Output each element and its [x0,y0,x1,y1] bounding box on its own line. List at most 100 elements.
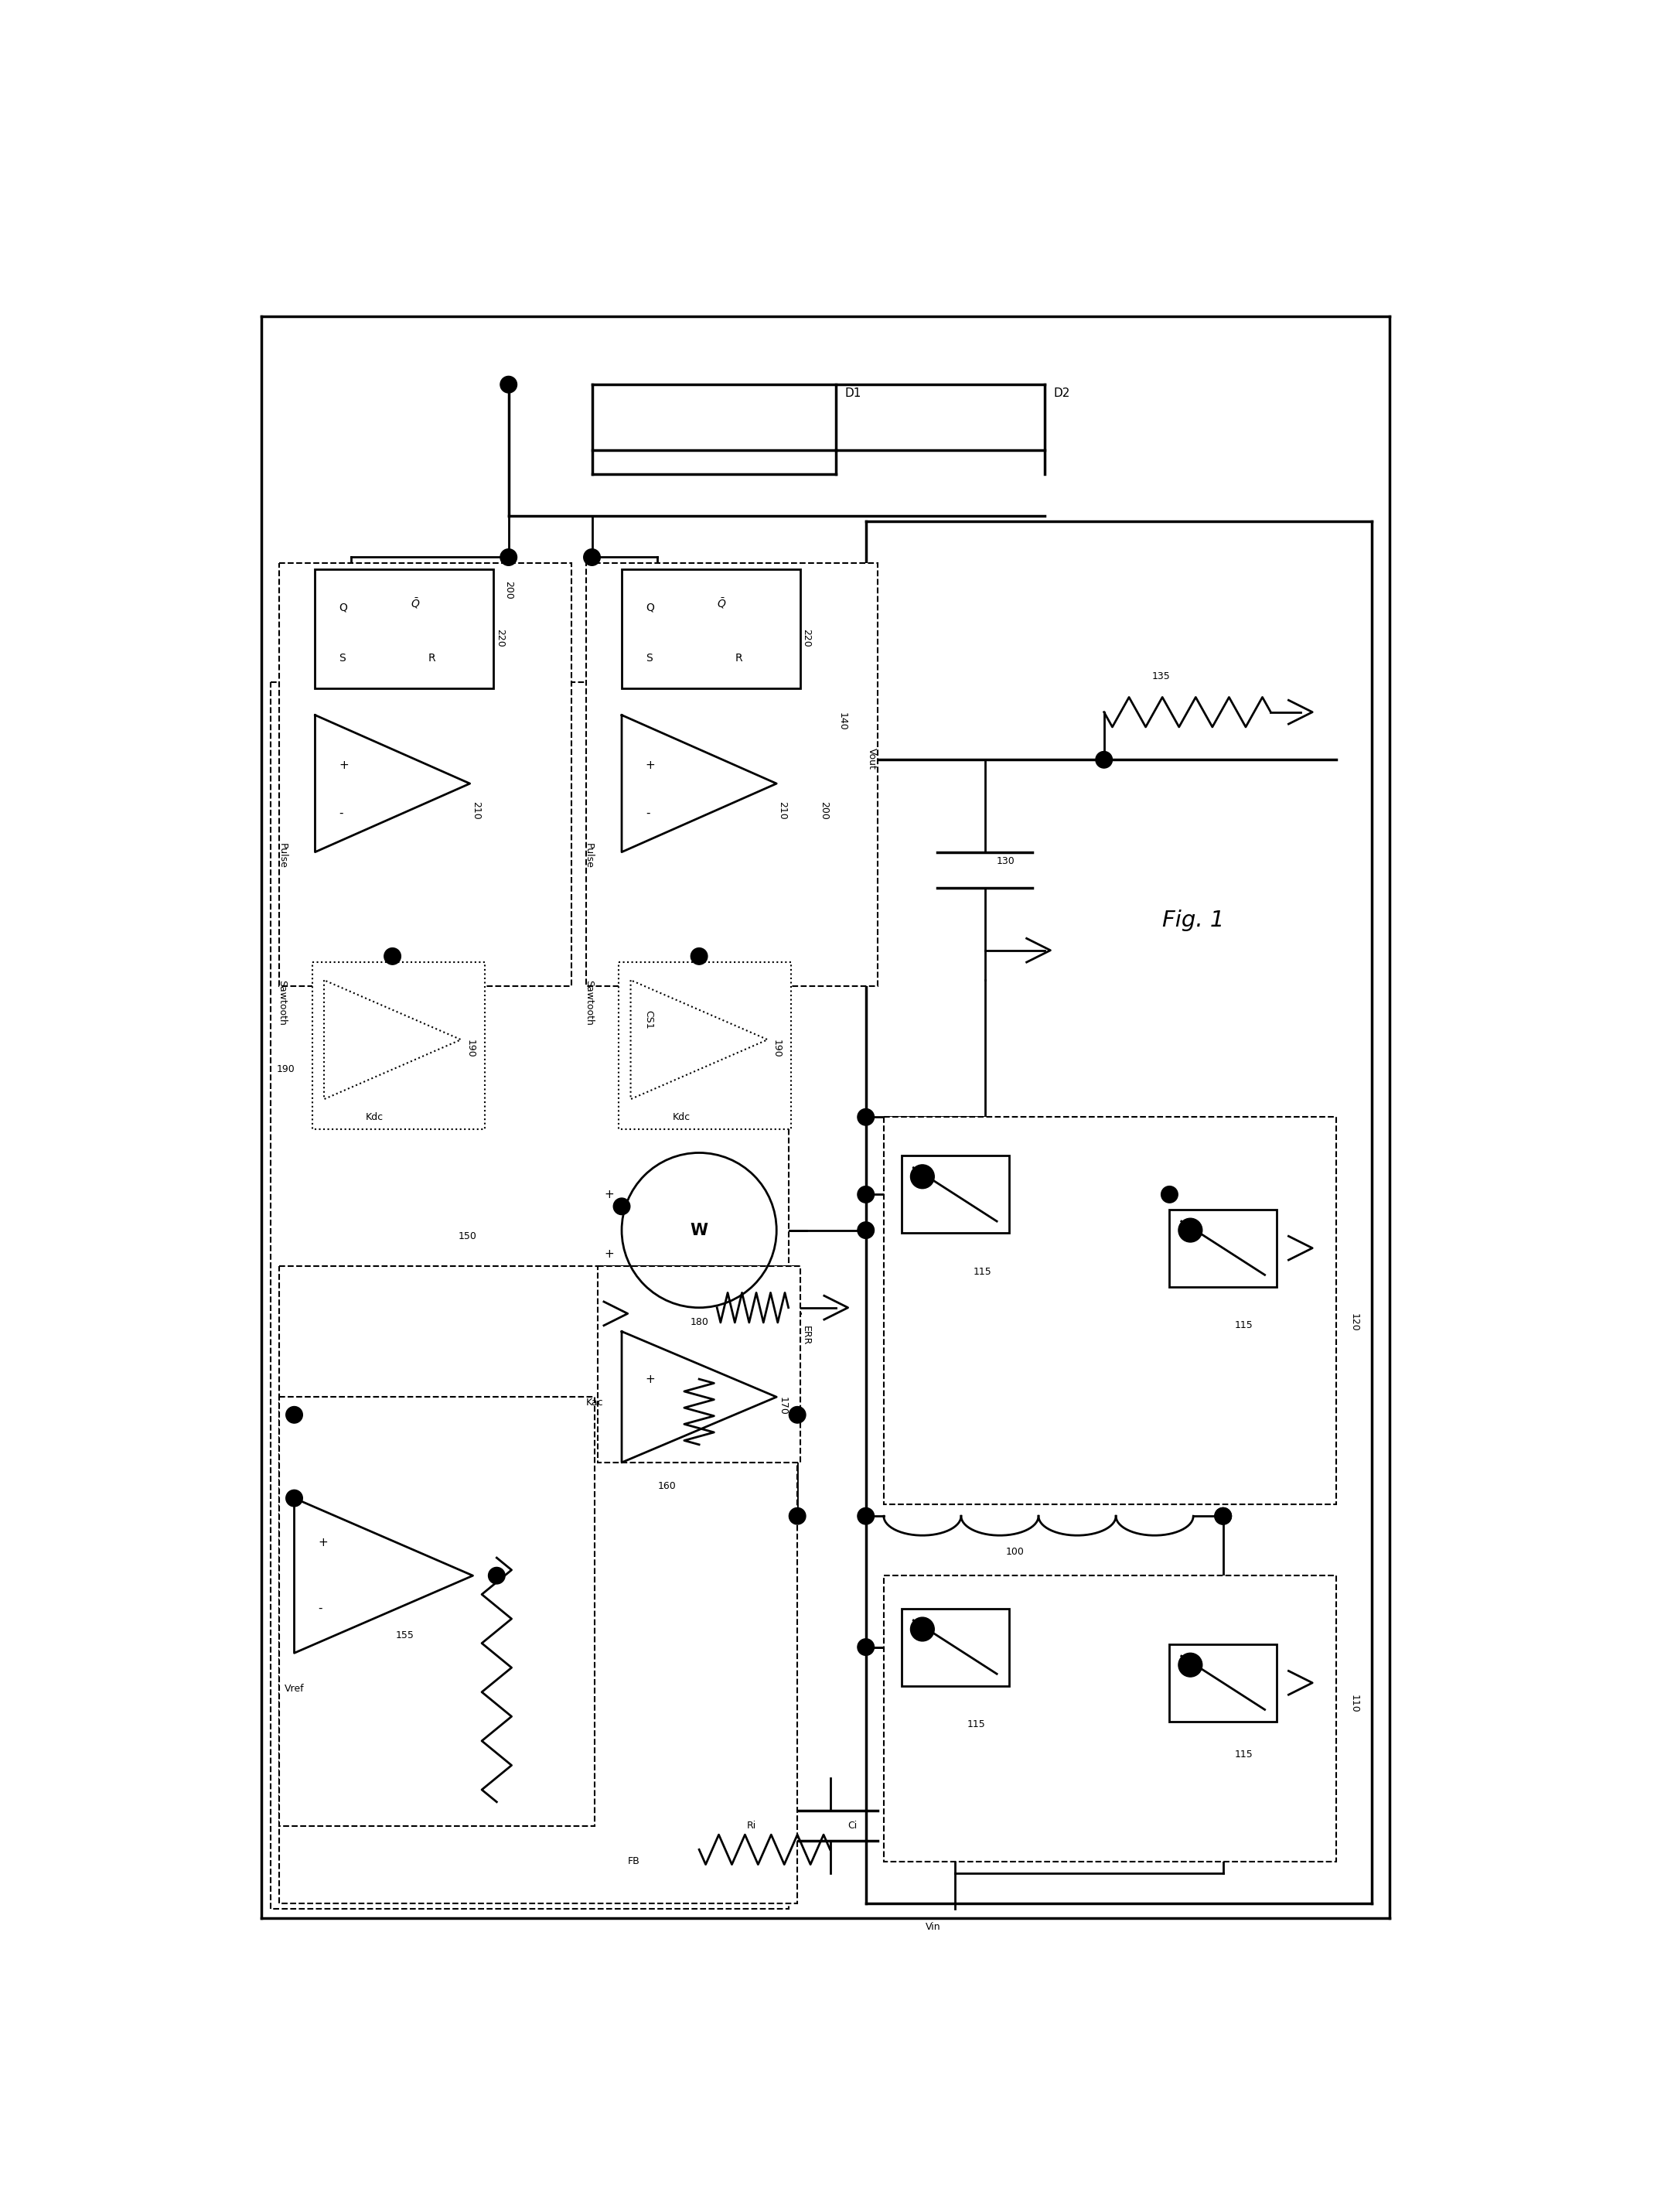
Bar [280,1398,595,1825]
Text: R: R [428,653,435,664]
Text: +: + [318,1537,327,1548]
Text: FB: FB [627,1856,640,1867]
Circle shape [1214,1509,1232,1524]
Circle shape [614,1199,630,1214]
Bar [901,1608,1009,1686]
Text: Kdc: Kdc [672,1113,690,1121]
Circle shape [691,949,708,964]
Text: -: - [318,1601,323,1615]
Circle shape [857,1186,875,1203]
Bar [314,568,493,688]
Text: Sawtooth: Sawtooth [584,980,594,1026]
Bar [1169,1210,1277,1287]
Text: Fig. 1: Fig. 1 [1163,909,1224,931]
Text: S: S [645,653,652,664]
Circle shape [857,1509,875,1524]
Text: 190: 190 [465,1040,475,1057]
Circle shape [857,1639,875,1655]
Text: $\bar{Q}$: $\bar{Q}$ [410,597,420,611]
Text: ERR: ERR [801,1325,812,1345]
Bar [270,681,789,1909]
Circle shape [1178,1219,1202,1243]
Text: W: W [690,1223,708,1239]
Bar [883,1117,1336,1504]
Text: 140: 140 [837,712,847,730]
Text: CS1: CS1 [643,1011,653,1029]
Text: 170: 170 [777,1398,787,1416]
Bar [622,568,801,688]
Text: 220: 220 [801,628,812,648]
Text: Sawtooth: Sawtooth [278,980,288,1026]
Text: D2: D2 [1054,387,1070,400]
Text: 150: 150 [458,1232,476,1241]
Bar [586,564,878,987]
Circle shape [910,1166,935,1188]
Circle shape [1095,752,1113,768]
Bar [619,962,791,1128]
Bar [280,564,571,987]
Text: +: + [645,1374,655,1385]
Text: S: S [339,653,346,664]
Text: 210: 210 [471,801,481,821]
Text: 115: 115 [973,1267,991,1276]
Text: -: - [645,807,650,818]
Text: 200: 200 [503,582,514,599]
Circle shape [500,376,518,394]
Circle shape [1178,1652,1202,1677]
Text: R: R [734,653,743,664]
Text: 190: 190 [276,1064,294,1075]
Text: 115: 115 [1236,1750,1254,1759]
Text: D1: D1 [845,387,862,400]
Text: Ci: Ci [849,1820,857,1832]
Text: 155: 155 [395,1630,414,1641]
Text: Kac: Kac [586,1398,604,1409]
Text: Vref: Vref [284,1683,304,1694]
Text: 180: 180 [690,1318,708,1327]
Bar [883,1575,1336,1863]
Text: 210: 210 [777,801,787,821]
Text: Pulse: Pulse [584,843,594,869]
Text: Pulse: Pulse [278,843,288,869]
Text: 220: 220 [495,628,504,648]
Text: Vin: Vin [925,1922,941,1931]
Text: Vout: Vout [867,748,877,770]
Text: Q: Q [645,602,653,613]
Bar [597,1265,801,1462]
Circle shape [488,1568,504,1584]
Text: 190: 190 [771,1040,782,1057]
Circle shape [1161,1186,1178,1203]
Text: Ri: Ri [746,1820,756,1832]
Text: 100: 100 [1006,1546,1024,1557]
Text: 135: 135 [1151,670,1169,681]
Circle shape [789,1509,805,1524]
Circle shape [789,1407,805,1422]
Text: Kdc: Kdc [366,1113,384,1121]
Text: Q: Q [339,602,347,613]
Circle shape [384,949,400,964]
Text: +: + [604,1248,614,1261]
Circle shape [286,1407,303,1422]
Text: 130: 130 [997,856,1016,867]
Text: 115: 115 [1236,1321,1254,1332]
Bar [1169,1644,1277,1721]
Text: +: + [645,761,655,772]
Text: 115: 115 [968,1719,986,1730]
Text: 200: 200 [819,801,829,821]
Text: 120: 120 [1350,1314,1360,1332]
Text: -: - [339,807,342,818]
Circle shape [584,549,600,566]
Circle shape [857,1108,875,1126]
Circle shape [910,1617,935,1641]
Bar [280,1265,797,1902]
Text: 160: 160 [657,1482,676,1491]
Bar [901,1155,1009,1232]
Circle shape [857,1221,875,1239]
Bar [313,962,485,1128]
Circle shape [500,549,518,566]
Text: $\bar{Q}$: $\bar{Q}$ [716,597,726,611]
Circle shape [1214,1509,1232,1524]
Text: +: + [339,761,349,772]
Text: 110: 110 [1350,1694,1360,1712]
Circle shape [286,1491,303,1506]
Text: +: + [604,1188,614,1201]
